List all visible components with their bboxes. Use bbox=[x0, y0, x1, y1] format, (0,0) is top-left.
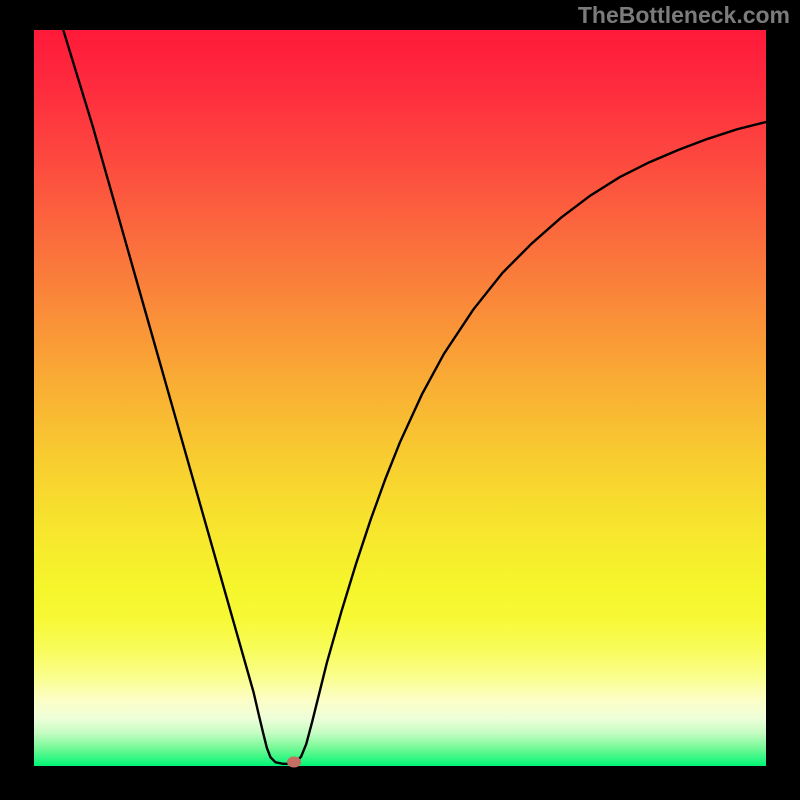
watermark-text: TheBottleneck.com bbox=[578, 2, 790, 29]
bottleneck-curve bbox=[34, 30, 766, 766]
chart-container: TheBottleneck.com bbox=[0, 0, 800, 800]
plot-area bbox=[34, 30, 766, 766]
optimum-marker bbox=[287, 756, 301, 767]
